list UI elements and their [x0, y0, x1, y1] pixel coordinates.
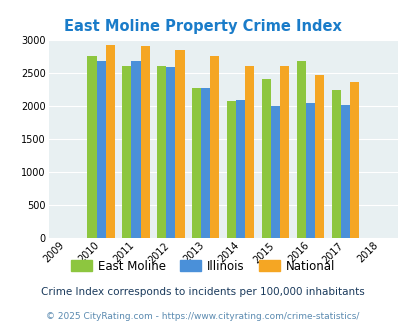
Bar — [192, 88, 201, 238]
Bar — [314, 75, 324, 238]
Text: East Moline Property Crime Index: East Moline Property Crime Index — [64, 19, 341, 34]
Bar — [166, 67, 175, 238]
Bar — [226, 101, 236, 238]
Bar — [122, 66, 131, 238]
Text: © 2025 CityRating.com - https://www.cityrating.com/crime-statistics/: © 2025 CityRating.com - https://www.city… — [46, 312, 359, 321]
Bar — [349, 82, 358, 238]
Bar — [305, 103, 314, 238]
Bar — [201, 88, 210, 238]
Bar — [261, 79, 271, 238]
Bar — [96, 61, 105, 238]
Bar — [140, 46, 149, 238]
Legend: East Moline, Illinois, National: East Moline, Illinois, National — [66, 255, 339, 278]
Bar — [210, 56, 219, 238]
Bar — [245, 66, 254, 238]
Bar — [87, 56, 96, 238]
Bar — [279, 66, 289, 238]
Text: Crime Index corresponds to incidents per 100,000 inhabitants: Crime Index corresponds to incidents per… — [41, 287, 364, 297]
Bar — [331, 90, 340, 238]
Bar — [236, 100, 245, 238]
Bar — [105, 45, 115, 238]
Bar — [131, 61, 140, 238]
Bar — [157, 66, 166, 238]
Bar — [296, 61, 305, 238]
Bar — [271, 106, 279, 238]
Bar — [175, 50, 184, 238]
Bar — [340, 105, 349, 238]
